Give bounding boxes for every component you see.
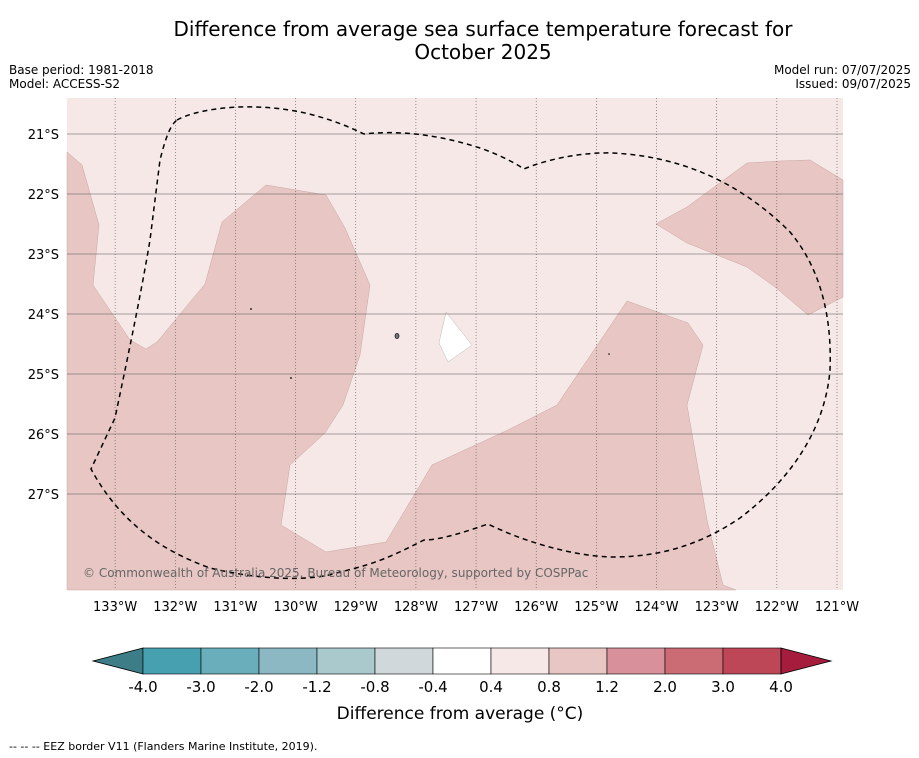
model-name: Model: ACCESS-S2: [9, 77, 121, 91]
lon-tick-label: 133°W: [93, 600, 137, 615]
colorbar-swatch: [316, 647, 376, 675]
longitude-tick-labels: 133°W 132°W 131°W 130°W 129°W 128°W 127°W 126°W…: [93, 600, 859, 615]
model-run: Model run: 07/07/2025: [773, 63, 911, 77]
lon-tick-label: 123°W: [695, 600, 739, 615]
lat-tick-label: 27°S: [28, 488, 59, 503]
colorbar-swatch: [490, 647, 550, 675]
colorbar-swatch: [722, 647, 782, 675]
lat-tick-label: 24°S: [28, 308, 59, 323]
title-line-2: October 2025: [414, 40, 552, 64]
island-3: [290, 377, 292, 379]
colorbar-tick-label: 1.2: [595, 678, 619, 696]
colorbar-tick-label: 2.0: [653, 678, 677, 696]
lon-tick-label: 125°W: [574, 600, 618, 615]
lon-tick-label: 124°W: [634, 600, 678, 615]
island-4: [608, 353, 610, 355]
colorbar-swatch: [200, 647, 260, 675]
warm-region-west: [66, 151, 737, 591]
colorbar-extend-low: [91, 647, 144, 675]
base-period: Base period: 1981-2018: [9, 63, 154, 77]
gridlines: [67, 98, 843, 590]
lat-tick-label: 25°S: [28, 368, 59, 383]
colorbar-swatch: [258, 647, 318, 675]
colorbar-tick-label: 4.0: [769, 678, 793, 696]
lon-tick-label: 126°W: [514, 600, 558, 615]
colorbar-swatch: [606, 647, 666, 675]
lat-tick-label: 22°S: [28, 188, 59, 203]
title-line-1: Difference from average sea surface temp…: [173, 17, 793, 41]
colorbar-tick-label: 3.0: [711, 678, 735, 696]
copyright-notice: © Commonwealth of Australia 2025, Bureau…: [83, 566, 588, 580]
eez-border: [90, 106, 831, 580]
map-title: Difference from average sea surface temp…: [0, 18, 919, 64]
latitude-tick-labels: 21°S 22°S 23°S 24°S 25°S 26°S 27°S: [28, 128, 59, 503]
lon-tick-label: 129°W: [334, 600, 378, 615]
colorbar-tick-label: -4.0: [128, 678, 157, 696]
colorbar-swatch: [548, 647, 608, 675]
colorbar-tick-label: -0.8: [360, 678, 389, 696]
lon-tick-label: 132°W: [153, 600, 197, 615]
lon-tick-label: 121°W: [815, 600, 859, 615]
lon-tick-label: 130°W: [274, 600, 318, 615]
lon-tick-label: 122°W: [755, 600, 799, 615]
lon-tick-label: 127°W: [454, 600, 498, 615]
issued-date: Issued: 09/07/2025: [795, 77, 911, 91]
colorbar-tick-label: 0.4: [479, 678, 503, 696]
lat-tick-label: 26°S: [28, 428, 59, 443]
eez-footnote: -- -- -- EEZ border V11 (Flanders Marine…: [9, 740, 318, 753]
colorbar: -4.0 -3.0 -2.0 -1.2 -0.8 -0.4 0.4 0.8 1.2 2.0 3.0 4…: [91, 647, 833, 696]
island-1: [394, 333, 400, 339]
colorbar-title: Difference from average (°C): [336, 704, 584, 724]
colorbar-swatch: [664, 647, 724, 675]
colorbar-tick-label: -2.0: [244, 678, 273, 696]
colorbar-extend-high: [780, 647, 833, 675]
warm-region-east: [655, 159, 844, 316]
colorbar-swatch: [142, 647, 202, 675]
colorbar-tick-label: 0.8: [537, 678, 561, 696]
lat-tick-label: 23°S: [28, 248, 59, 263]
warm-region-south-sliver: [420, 576, 660, 590]
lon-tick-label: 128°W: [394, 600, 438, 615]
lon-tick-label: 131°W: [213, 600, 257, 615]
colorbar-swatch: [432, 647, 492, 675]
neutral-patch: [438, 311, 473, 363]
colorbar-swatch: [374, 647, 434, 675]
colorbar-tick-label: -0.4: [418, 678, 447, 696]
meta-left: Base period: 1981-2018 Model: ACCESS-S2: [9, 63, 154, 91]
colorbar-tick-label: -3.0: [186, 678, 215, 696]
lat-tick-label: 21°S: [28, 128, 59, 143]
colorbar-tick-label: -1.2: [302, 678, 331, 696]
map-panel: © Commonwealth of Australia 2025, Bureau…: [66, 98, 844, 591]
island-2: [250, 308, 252, 310]
meta-right: Model run: 07/07/2025 Issued: 09/07/2025: [774, 63, 911, 91]
